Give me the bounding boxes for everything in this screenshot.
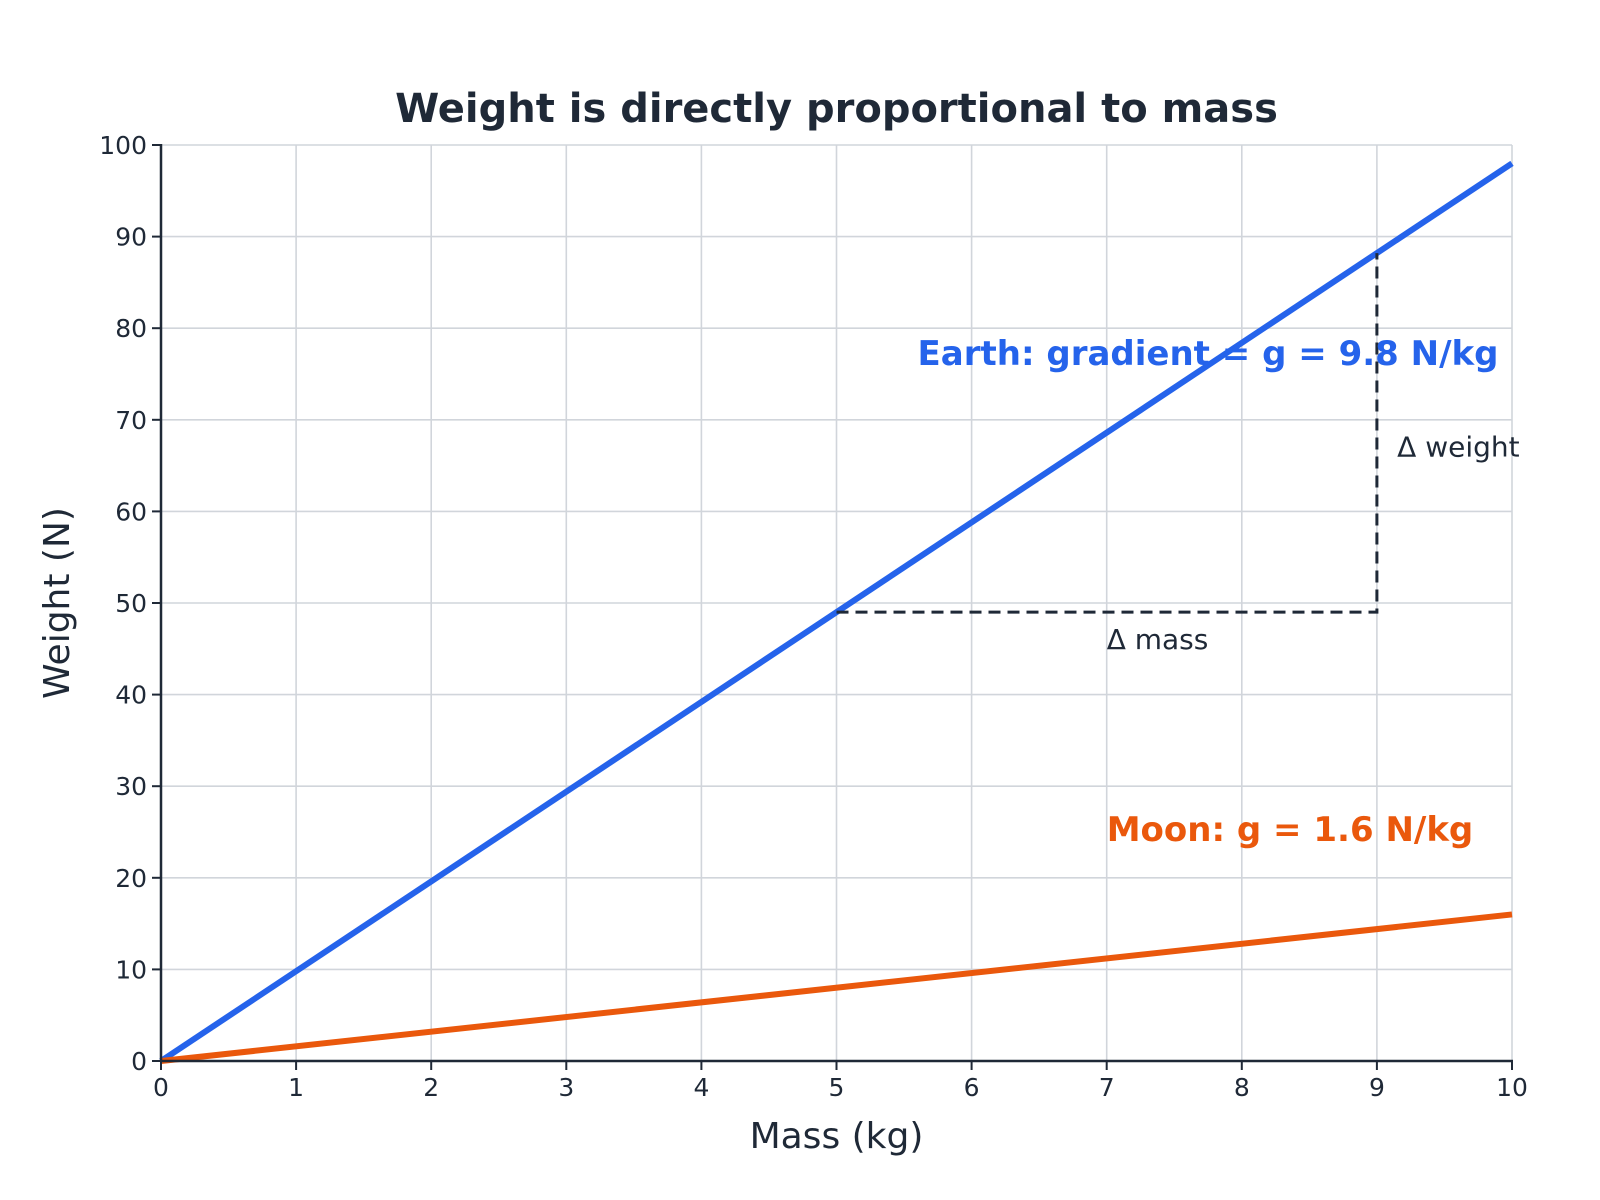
x-tick-label: 0 [153, 1073, 169, 1102]
x-tick-label: 4 [693, 1073, 709, 1102]
y-tick-label: 60 [115, 497, 147, 526]
x-tick-label: 9 [1369, 1073, 1385, 1102]
chart-text: Weight is directly proportional to mass M… [37, 86, 1520, 1157]
series-line-moon [160, 911, 1513, 1064]
earth-gradient-label: Earth: gradient = g = 9.8 N/kg [918, 334, 1499, 374]
x-tick-label: 2 [423, 1073, 439, 1102]
y-tick-label: 0 [131, 1047, 147, 1076]
y-tick-label: 20 [115, 864, 147, 893]
x-tick-label: 6 [964, 1073, 980, 1102]
y-axis-label: Weight (N) [37, 507, 78, 699]
y-tick-label: 80 [115, 314, 147, 343]
moon-gradient-label: Moon: g = 1.6 N/kg [1107, 810, 1474, 850]
chart-title: Weight is directly proportional to mass [395, 86, 1278, 132]
x-tick-label: 8 [1234, 1073, 1250, 1102]
y-tick-label: 30 [115, 772, 147, 801]
gradient-triangle-legs [836, 253, 1379, 614]
y-tick-label: 90 [115, 223, 147, 252]
delta-weight-label: Δ weight [1397, 430, 1519, 463]
y-tick-label: 70 [115, 406, 147, 435]
x-axis-label: Mass (kg) [750, 1116, 924, 1157]
x-tick-label: 1 [288, 1073, 304, 1102]
x-tick-label: 7 [1099, 1073, 1115, 1102]
y-tick-label: 100 [99, 131, 147, 160]
x-tick-label: 10 [1496, 1073, 1528, 1102]
x-tick-label: 5 [829, 1073, 845, 1102]
delta-mass-label: Δ mass [1107, 623, 1209, 656]
gradient-triangle [836, 253, 1379, 614]
y-tick-label: 40 [115, 681, 147, 710]
x-tick-label: 3 [558, 1073, 574, 1102]
y-tick-label: 10 [115, 955, 147, 984]
y-tick-label: 50 [115, 589, 147, 618]
